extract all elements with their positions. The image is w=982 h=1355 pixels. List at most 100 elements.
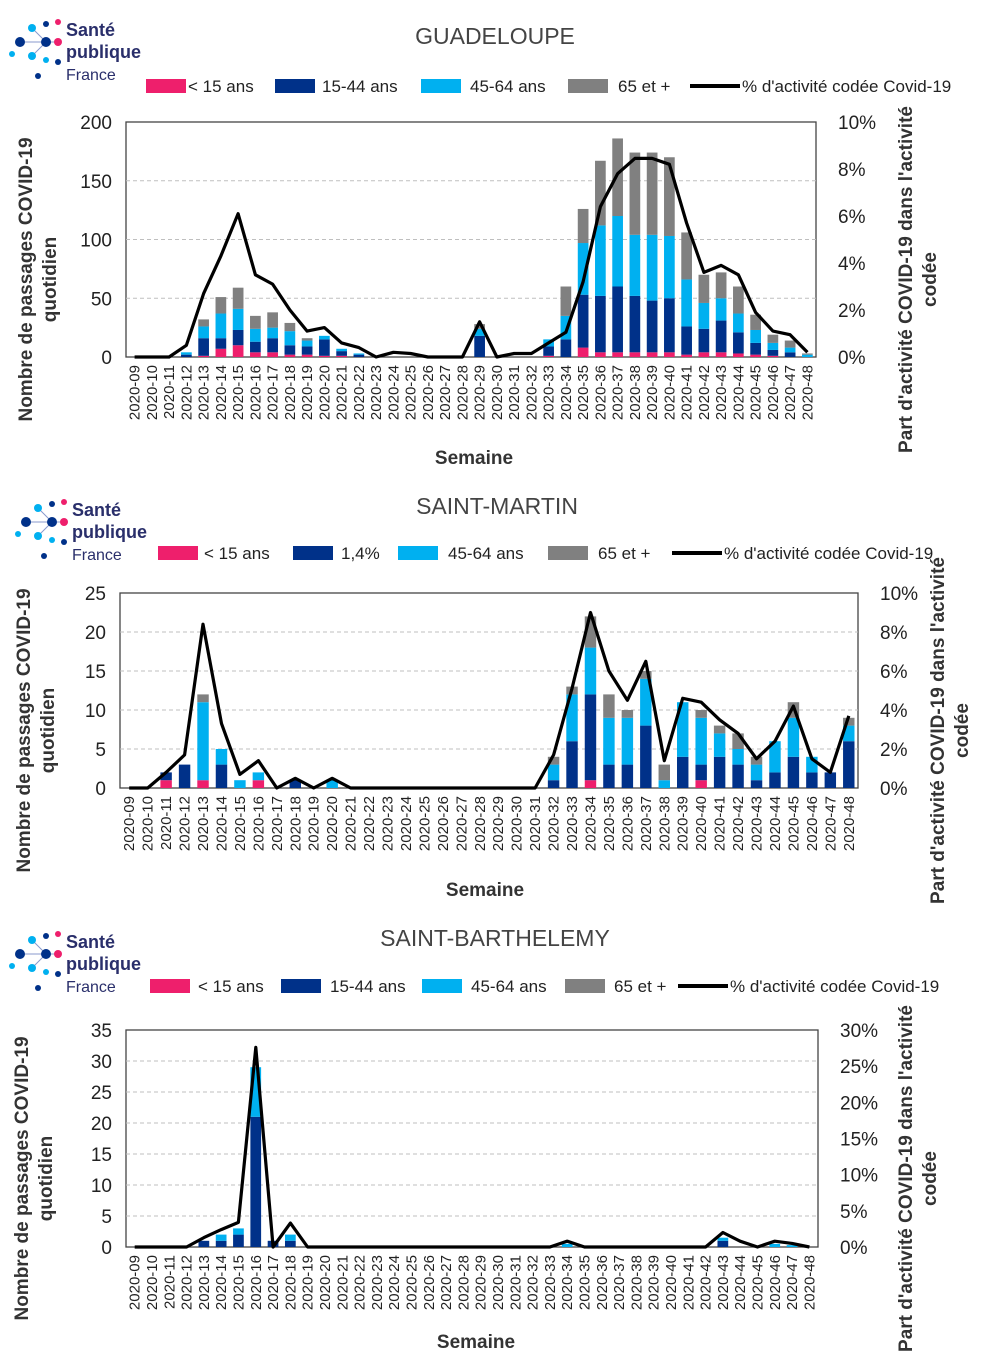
legend-swatch-2 — [293, 546, 333, 560]
bar-45-64-ans-2020-14 — [215, 313, 227, 339]
x-tick-label: 2020-27 — [453, 796, 470, 851]
bar-15-44-ans-2020-29 — [474, 335, 485, 357]
bar-15-44-ans-2020-38 — [629, 295, 641, 353]
bar-45-64-ans-2020-41 — [681, 279, 692, 327]
bar-15-44-ans-2020-34 — [560, 339, 572, 357]
x-tick-label: 2020-45 — [785, 796, 802, 851]
x-tick-label: 2020-45 — [749, 1255, 766, 1310]
x-tick-label: 2020-22 — [361, 796, 378, 851]
bar-1-4--2020-39 — [677, 756, 689, 788]
logo-line3: France — [66, 979, 116, 996]
bar-65-et--2020-16 — [250, 315, 261, 329]
legend-swatch-2 — [275, 79, 315, 93]
pct-activity-line — [134, 1045, 810, 1249]
legend-label-4: 65 et + — [614, 977, 667, 996]
bar-45-64-ans-2020-35 — [577, 243, 589, 295]
x-tick-label: 2020-17 — [265, 365, 282, 420]
x-tick-label: 2020-37 — [638, 796, 655, 851]
logo-line2: publique — [66, 954, 141, 974]
bar-1-4--2020-40 — [695, 764, 707, 781]
bar-15-44-ans-2020-43 — [715, 320, 727, 353]
bar-65-et--2020-47 — [784, 340, 796, 348]
x-tick-label: 2020-30 — [490, 1255, 507, 1310]
y2-tick-label: 8% — [880, 623, 908, 644]
y-tick-label: 10 — [85, 701, 106, 722]
bar-45-64-ans-2020-15 — [233, 1228, 244, 1235]
bar-45-64-ans-2020-40 — [664, 235, 675, 299]
bar-15-44-ans-2020-12 — [181, 354, 192, 357]
x-tick-label: 2020-23 — [368, 365, 385, 420]
bar-45-64-ans-2020-48 — [802, 354, 813, 357]
x-tick-label: 2020-15 — [230, 365, 247, 420]
x-tick-label: 2020-22 — [351, 365, 368, 420]
bar-1-4--2020-47 — [824, 772, 837, 788]
legend-label-5: % d'activité codée Covid-19 — [730, 977, 939, 996]
legend-swatch-4 — [548, 546, 588, 560]
x-tick-label: 2020-44 — [732, 1255, 749, 1310]
x-tick-label: 2020-18 — [282, 1255, 299, 1310]
y2-tick-label: 2% — [838, 301, 866, 322]
bar--15-ans-2020-37 — [612, 352, 623, 357]
chart-3: SAINT-BARTHELEMY < 15 ans 15-44 ans 45-64 a… — [12, 925, 941, 1353]
y2-tick-label: 0% — [838, 348, 866, 369]
legend-label-3: 45-64 ans — [471, 977, 547, 996]
bar-45-64-ans-2020-43 — [717, 1237, 729, 1241]
bar-1-4--2020-46 — [806, 772, 818, 788]
bar-15-44-ans-2020-18 — [284, 1240, 296, 1247]
legend-swatch-3 — [398, 546, 438, 560]
x-tick-label: 2020-24 — [386, 1255, 403, 1310]
y2-axis-label: Part d'activité COVID-19 dans l'activité… — [896, 106, 941, 453]
bar-65-et--2020-45 — [750, 314, 761, 330]
y-axis-label: Nombre de passages COVID-19 quotidien — [12, 1036, 57, 1320]
bar-65-et--2020-42 — [698, 274, 710, 303]
bar-65-et--2020-18 — [284, 322, 296, 332]
x-tick-label: 2020-33 — [542, 1255, 559, 1310]
bar-45-64-ans-2020-29 — [474, 328, 485, 336]
x-axis-label: Semaine — [435, 448, 513, 469]
x-tick-label: 2020-19 — [299, 365, 316, 420]
bar-15-44-ans-2020-17 — [267, 338, 278, 353]
x-tick-label: 2020-14 — [213, 796, 230, 851]
x-tick-label: 2020-34 — [559, 1255, 576, 1310]
bar--15-ans-2020-35 — [577, 347, 589, 357]
x-tick-label: 2020-27 — [438, 1255, 455, 1310]
y-tick-label: 50 — [91, 289, 112, 310]
bar-45-64-ans-2020-35 — [603, 717, 615, 765]
legend-swatch-1 — [150, 979, 190, 993]
bar-15-44-ans-2020-35 — [577, 294, 589, 348]
bar-45-64-ans-2020-48 — [843, 725, 855, 742]
bar-45-64-ans-2020-43 — [715, 298, 727, 321]
x-tick-label: 2020-48 — [841, 796, 858, 851]
bar-65-et--2020-39 — [646, 152, 658, 235]
bar-15-44-ans-2020-44 — [733, 332, 744, 354]
x-axis-label: Semaine — [446, 880, 524, 901]
x-tick-label: 2020-13 — [196, 1255, 213, 1310]
bar-65-et--2020-34 — [560, 286, 572, 316]
x-tick-label: 2020-31 — [506, 365, 523, 420]
bar-45-64-ans-2020-33 — [566, 694, 578, 742]
bar-45-64-ans-2020-46 — [806, 756, 818, 773]
y-tick-label: 15 — [91, 1145, 112, 1166]
bar-15-44-ans-2020-18 — [284, 345, 296, 355]
y2-tick-label: 0% — [880, 779, 908, 800]
bar-45-64-ans-2020-46 — [769, 1243, 781, 1247]
x-tick-label: 2020-43 — [715, 1255, 732, 1310]
bar-1-4--2020-14 — [215, 764, 228, 788]
y2-tick-label: 5% — [840, 1202, 868, 1223]
bar-65-et--2020-13 — [197, 694, 209, 703]
y-tick-label: 20 — [91, 1114, 112, 1135]
y-tick-label: 30 — [91, 1052, 112, 1073]
bar-45-64-ans-2020-13 — [197, 702, 209, 781]
plot-frame — [125, 1029, 819, 1248]
bar--15-ans-2020-19 — [301, 354, 313, 357]
x-tick-label: 2020-31 — [527, 796, 544, 851]
x-tick-label: 2020-36 — [592, 365, 609, 420]
chart-2: SAINT-MARTIN < 15 ans 1,4% 45-64 ans 65 et +… — [14, 493, 973, 904]
bar-45-64-ans-2020-18 — [284, 1234, 296, 1241]
plot-frame — [119, 592, 859, 789]
x-tick-label: 2020-18 — [282, 365, 299, 420]
y-tick-label: 0 — [101, 1238, 112, 1259]
x-tick-label: 2020-09 — [127, 1255, 144, 1310]
bar-45-64-ans-2020-43 — [750, 764, 763, 781]
